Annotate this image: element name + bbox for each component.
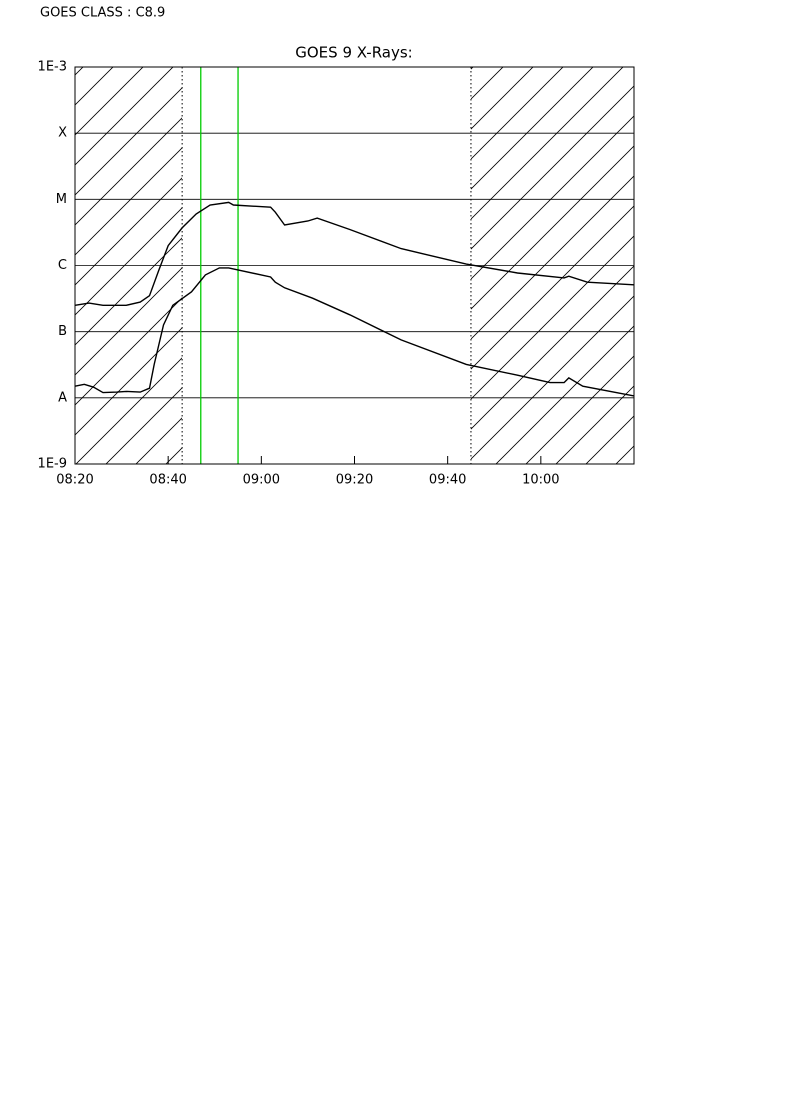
y-tick-label: A <box>58 390 67 405</box>
flux-line <box>74 267 635 397</box>
goes-class: GOES CLASS : C8.9 <box>40 6 165 21</box>
flux-line <box>74 201 635 306</box>
y-tick-label: X <box>58 126 67 141</box>
x-tick-label: 08:40 <box>149 473 186 488</box>
y-tick-label: 1E-9 <box>38 457 67 472</box>
y-tick-label: M <box>56 192 67 207</box>
y-tick-label: 1E-3 <box>38 60 67 75</box>
x-tick-label: 08:20 <box>56 473 93 488</box>
chart-title: GOES 9 X-Rays: <box>295 44 412 62</box>
y-tick-label: C <box>58 258 67 273</box>
y-tick-label: B <box>58 324 67 339</box>
x-tick-label: 09:40 <box>429 473 466 488</box>
x-tick-label: 09:00 <box>243 473 280 488</box>
x-tick-label: 10:00 <box>522 473 559 488</box>
x-tick-label: 09:20 <box>336 473 373 488</box>
plot-frame <box>74 66 635 465</box>
